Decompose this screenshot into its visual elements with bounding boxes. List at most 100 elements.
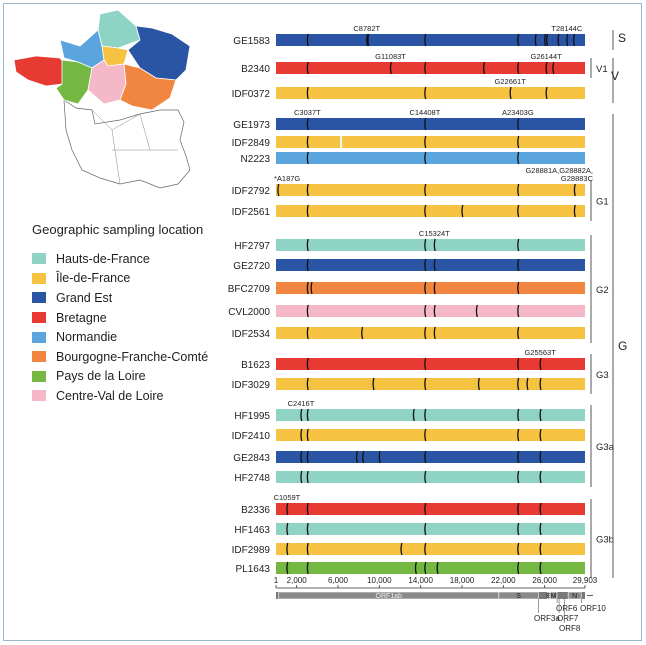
clade-bracket: S <box>612 30 626 50</box>
mutation-mark <box>424 86 427 100</box>
legend-swatch <box>32 331 46 343</box>
map-region-bourgogne-franche-comte <box>119 63 177 111</box>
genome-bar <box>276 562 585 574</box>
mutation-mark <box>539 542 542 556</box>
legend-item-pdl: Pays de la Loire <box>32 367 208 387</box>
mutation-mark <box>517 204 520 218</box>
mutation-mark <box>545 61 548 75</box>
sample-row: IDF2561 <box>232 204 585 218</box>
legend-swatch <box>32 370 46 382</box>
mutation-mark <box>306 357 309 371</box>
clade-bracket: G3b <box>590 499 614 578</box>
sample-label: HF1995 <box>234 411 270 422</box>
orf-callout-label: ORF6 <box>556 604 578 613</box>
mutation-mark <box>539 357 542 371</box>
axis-tick-label: 10,000 <box>367 576 392 585</box>
mutation-mark <box>424 377 427 391</box>
legend-item-hdf: Hauts-de-France <box>32 249 208 269</box>
mutation-mark <box>517 326 520 340</box>
mutation-label: C2416T <box>288 399 315 408</box>
mutation-mark <box>424 304 427 318</box>
mutation-mark <box>424 408 427 422</box>
axis-tick-label: 29,903 <box>573 576 598 585</box>
sample-label: IDF2849 <box>232 138 271 149</box>
mutation-mark <box>475 304 478 318</box>
sample-row: HF2797 <box>234 238 585 252</box>
axis-tick-label: 6,000 <box>328 576 349 585</box>
map-south-outline <box>63 99 191 189</box>
mutation-mark <box>424 428 427 442</box>
genome-bar <box>276 523 585 535</box>
mutation-mark <box>306 522 309 536</box>
mutation-mark <box>517 151 520 165</box>
sample-row: IDF2849 <box>232 135 585 149</box>
mutation-mark <box>424 502 427 516</box>
sample-row: B1623 <box>241 357 585 371</box>
mutation-mark <box>286 522 289 536</box>
mutation-mark <box>424 204 427 218</box>
mutation-mark <box>367 33 370 47</box>
genome-bar <box>276 152 585 164</box>
mutation-mark <box>573 183 576 197</box>
genome-bar <box>276 282 585 294</box>
genome-bar <box>276 239 585 251</box>
clade-bracket: G1 <box>590 180 609 221</box>
mutation-mark <box>517 304 520 318</box>
mutation-mark <box>306 377 309 391</box>
sample-label: GE1583 <box>233 36 270 47</box>
genome-bar <box>276 503 585 515</box>
mutation-mark <box>546 33 549 47</box>
mutation-mark <box>424 522 427 536</box>
sample-label: HF2797 <box>234 241 270 252</box>
mutation-mark <box>424 258 427 272</box>
sample-label: IDF2792 <box>232 186 271 197</box>
mutation-mark <box>424 357 427 371</box>
mutation-mark <box>306 502 309 516</box>
mutation-mark <box>517 117 520 131</box>
mutation-mark <box>517 428 520 442</box>
mutation-mark <box>517 281 520 295</box>
mutation-mark <box>433 258 436 272</box>
france-map <box>13 9 191 189</box>
mutation-mark <box>539 377 542 391</box>
mutation-mark <box>539 470 542 484</box>
mutation-mark <box>361 326 364 340</box>
mutation-mark <box>539 428 542 442</box>
axis-tick-label: 1 <box>274 576 279 585</box>
mutation-mark <box>517 450 520 464</box>
mutation-mark <box>306 470 309 484</box>
mutation-mark <box>424 183 427 197</box>
mutation-mark <box>306 408 309 422</box>
mutation-label: C15324T <box>419 229 450 238</box>
mutation-mark <box>366 33 369 47</box>
mutation-mark <box>300 470 303 484</box>
mutation-mark <box>424 561 427 575</box>
sample-label: BFC2709 <box>228 284 271 295</box>
clade-bracket: V1 <box>590 58 608 78</box>
map-region-centre-val-de-loire <box>87 59 127 105</box>
sample-label: HF2748 <box>234 473 270 484</box>
sample-label: B2340 <box>241 64 270 75</box>
sample-row: GE1973 <box>233 117 585 131</box>
mutation-mark <box>424 326 427 340</box>
legend-swatch <box>32 253 46 265</box>
sample-row: HF1995 <box>234 408 585 422</box>
mutation-mark <box>277 183 280 197</box>
mutation-mark <box>552 61 555 75</box>
sample-label: PL1643 <box>236 564 271 575</box>
mutation-mark <box>477 377 480 391</box>
genome-bar <box>276 471 585 483</box>
mutation-mark <box>306 258 309 272</box>
clade-label: G <box>618 339 627 353</box>
mutation-label: *A187G <box>274 174 300 183</box>
sample-row: IDF2410 <box>232 428 585 442</box>
mutation-label: G28881A,G28882A, <box>525 166 593 175</box>
mutation-mark <box>306 204 309 218</box>
legend-title: Geographic sampling location <box>32 222 204 237</box>
mutation-mark <box>483 61 486 75</box>
genome-bar <box>276 305 585 317</box>
legend-swatch <box>32 272 46 284</box>
gene-label: M <box>551 593 557 600</box>
mutation-mark <box>509 86 512 100</box>
